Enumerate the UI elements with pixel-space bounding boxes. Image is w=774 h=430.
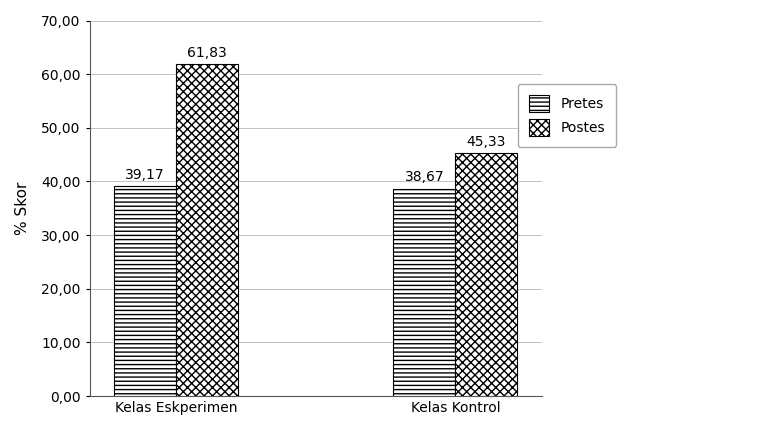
Legend: Pretes, Postes: Pretes, Postes xyxy=(518,84,616,147)
Text: 38,67: 38,67 xyxy=(405,170,444,184)
Bar xyxy=(176,64,238,396)
Y-axis label: % Skor: % Skor xyxy=(15,181,30,235)
Bar xyxy=(393,189,455,396)
Text: 45,33: 45,33 xyxy=(467,135,506,149)
Text: 39,17: 39,17 xyxy=(125,168,165,181)
Bar xyxy=(114,186,176,396)
Bar xyxy=(455,153,518,396)
Text: 61,83: 61,83 xyxy=(187,46,227,60)
